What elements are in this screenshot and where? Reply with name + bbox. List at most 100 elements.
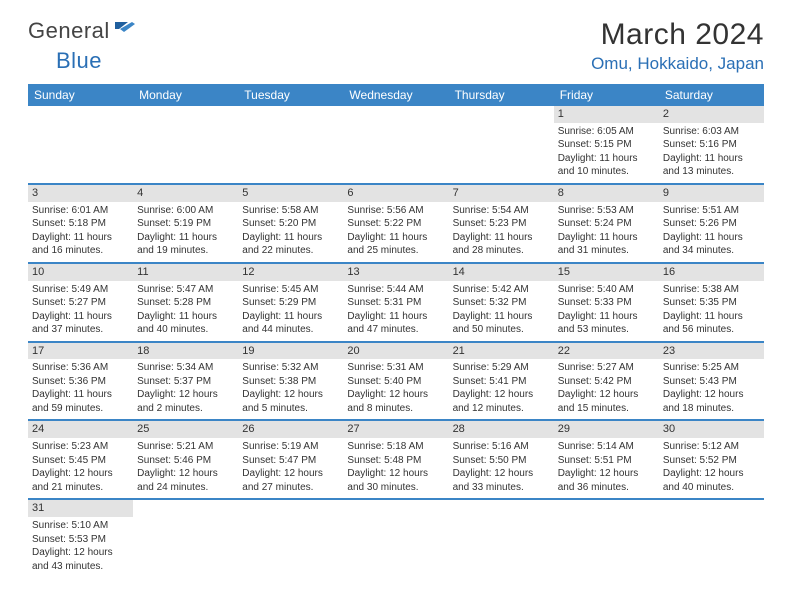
sunrise-text: Sunrise: 5:29 AM [453,361,550,375]
day-number: 8 [554,185,659,202]
sunrise-text: Sunrise: 5:31 AM [347,361,444,375]
daylight-text-2: and 30 minutes. [347,481,444,495]
sunset-text: Sunset: 5:32 PM [453,296,550,310]
daylight-text-2: and 36 minutes. [558,481,655,495]
sunset-text: Sunset: 5:33 PM [558,296,655,310]
blank-cell [449,106,554,185]
logo: General [28,18,138,44]
day-number: 21 [449,343,554,360]
day-number: 12 [238,264,343,281]
daylight-text-2: and 28 minutes. [453,244,550,258]
dow-header: Monday [133,84,238,106]
daylight-text-2: and 19 minutes. [137,244,234,258]
daylight-text-2: and 37 minutes. [32,323,129,337]
sunset-text: Sunset: 5:15 PM [558,138,655,152]
blank-cell [238,106,343,185]
daylight-text-2: and 22 minutes. [242,244,339,258]
daylight-text-1: Daylight: 12 hours [347,388,444,402]
daylight-text-1: Daylight: 11 hours [137,310,234,324]
daylight-text-2: and 15 minutes. [558,402,655,416]
daylight-text-2: and 40 minutes. [663,481,760,495]
sunrise-text: Sunrise: 5:10 AM [32,519,129,533]
day-number: 28 [449,421,554,438]
daylight-text-1: Daylight: 11 hours [242,231,339,245]
day-cell: 1Sunrise: 6:05 AMSunset: 5:15 PMDaylight… [554,106,659,185]
daylight-text-2: and 27 minutes. [242,481,339,495]
calendar-page: General March 2024 Omu, Hokkaido, Japan … [0,0,792,595]
day-cell: 5Sunrise: 5:58 AMSunset: 5:20 PMDaylight… [238,185,343,264]
day-number: 2 [659,106,764,123]
day-cell: 22Sunrise: 5:27 AMSunset: 5:42 PMDayligh… [554,343,659,422]
daylight-text-2: and 40 minutes. [137,323,234,337]
day-number: 5 [238,185,343,202]
logo-text-blue: Blue [56,48,102,73]
daylight-text-1: Daylight: 12 hours [137,388,234,402]
day-cell: 8Sunrise: 5:53 AMSunset: 5:24 PMDaylight… [554,185,659,264]
day-cell: 26Sunrise: 5:19 AMSunset: 5:47 PMDayligh… [238,421,343,500]
day-number: 30 [659,421,764,438]
daylight-text-1: Daylight: 11 hours [453,310,550,324]
sunrise-text: Sunrise: 5:53 AM [558,204,655,218]
blank-cell [133,106,238,185]
daylight-text-2: and 44 minutes. [242,323,339,337]
daylight-text-1: Daylight: 12 hours [663,388,760,402]
day-cell: 19Sunrise: 5:32 AMSunset: 5:38 PMDayligh… [238,343,343,422]
daylight-text-1: Daylight: 12 hours [453,388,550,402]
day-number: 10 [28,264,133,281]
daylight-text-1: Daylight: 11 hours [347,231,444,245]
sunrise-text: Sunrise: 5:12 AM [663,440,760,454]
sunrise-text: Sunrise: 6:03 AM [663,125,760,139]
day-number: 29 [554,421,659,438]
sunset-text: Sunset: 5:48 PM [347,454,444,468]
sunset-text: Sunset: 5:28 PM [137,296,234,310]
daylight-text-2: and 2 minutes. [137,402,234,416]
sunrise-text: Sunrise: 6:01 AM [32,204,129,218]
sunrise-text: Sunrise: 5:25 AM [663,361,760,375]
sunrise-text: Sunrise: 5:38 AM [663,283,760,297]
day-cell: 9Sunrise: 5:51 AMSunset: 5:26 PMDaylight… [659,185,764,264]
daylight-text-2: and 24 minutes. [137,481,234,495]
daylight-text-1: Daylight: 12 hours [137,467,234,481]
day-number: 26 [238,421,343,438]
sunset-text: Sunset: 5:46 PM [137,454,234,468]
daylight-text-1: Daylight: 12 hours [242,388,339,402]
day-number: 16 [659,264,764,281]
daylight-text-1: Daylight: 11 hours [663,231,760,245]
sunrise-text: Sunrise: 5:23 AM [32,440,129,454]
day-cell: 23Sunrise: 5:25 AMSunset: 5:43 PMDayligh… [659,343,764,422]
sunset-text: Sunset: 5:36 PM [32,375,129,389]
daylight-text-2: and 33 minutes. [453,481,550,495]
sunset-text: Sunset: 5:37 PM [137,375,234,389]
day-cell: 16Sunrise: 5:38 AMSunset: 5:35 PMDayligh… [659,264,764,343]
daylight-text-1: Daylight: 11 hours [453,231,550,245]
daylight-text-2: and 56 minutes. [663,323,760,337]
day-cell: 21Sunrise: 5:29 AMSunset: 5:41 PMDayligh… [449,343,554,422]
daylight-text-1: Daylight: 11 hours [137,231,234,245]
sunrise-text: Sunrise: 5:56 AM [347,204,444,218]
sunrise-text: Sunrise: 5:32 AM [242,361,339,375]
day-cell: 29Sunrise: 5:14 AMSunset: 5:51 PMDayligh… [554,421,659,500]
sunset-text: Sunset: 5:27 PM [32,296,129,310]
day-cell: 3Sunrise: 6:01 AMSunset: 5:18 PMDaylight… [28,185,133,264]
sunset-text: Sunset: 5:26 PM [663,217,760,231]
daylight-text-1: Daylight: 11 hours [558,231,655,245]
dow-header: Sunday [28,84,133,106]
sunset-text: Sunset: 5:52 PM [663,454,760,468]
sunrise-text: Sunrise: 5:40 AM [558,283,655,297]
day-number: 25 [133,421,238,438]
daylight-text-1: Daylight: 11 hours [32,231,129,245]
day-cell: 14Sunrise: 5:42 AMSunset: 5:32 PMDayligh… [449,264,554,343]
daylight-text-1: Daylight: 12 hours [453,467,550,481]
sunset-text: Sunset: 5:43 PM [663,375,760,389]
day-cell: 7Sunrise: 5:54 AMSunset: 5:23 PMDaylight… [449,185,554,264]
daylight-text-1: Daylight: 11 hours [558,310,655,324]
day-cell: 13Sunrise: 5:44 AMSunset: 5:31 PMDayligh… [343,264,448,343]
day-cell: 17Sunrise: 5:36 AMSunset: 5:36 PMDayligh… [28,343,133,422]
day-cell: 31Sunrise: 5:10 AMSunset: 5:53 PMDayligh… [28,500,133,577]
daylight-text-1: Daylight: 12 hours [32,546,129,560]
daylight-text-1: Daylight: 12 hours [558,467,655,481]
daylight-text-2: and 31 minutes. [558,244,655,258]
daylight-text-2: and 50 minutes. [453,323,550,337]
day-number: 15 [554,264,659,281]
sunset-text: Sunset: 5:42 PM [558,375,655,389]
